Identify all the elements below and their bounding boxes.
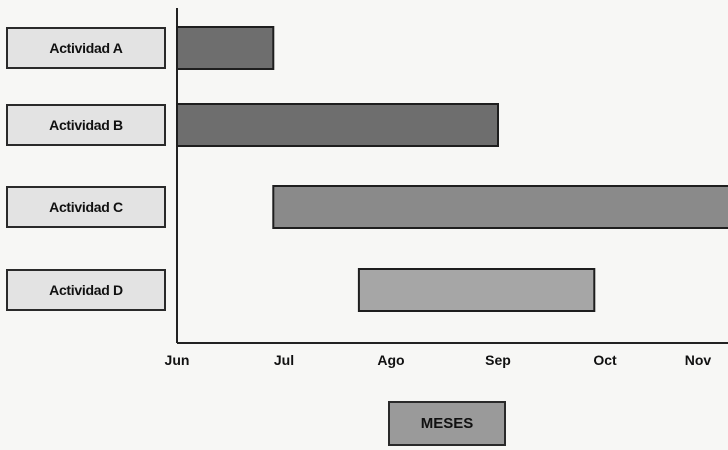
- x-axis-label: MESES: [388, 401, 506, 446]
- x-tick-label: Oct: [593, 352, 617, 368]
- x-tick-label: Nov: [684, 352, 712, 368]
- x-tick-label: Ago: [377, 352, 405, 368]
- x-tick-label: Sep: [485, 352, 511, 368]
- bar-actividad-b: [176, 103, 499, 147]
- bar-actividad-c: [272, 185, 728, 229]
- task-label-actividad-c: Actividad C: [6, 186, 166, 228]
- task-label-actividad-d: Actividad D: [6, 269, 166, 311]
- task-label-actividad-b: Actividad B: [6, 104, 166, 146]
- task-label-actividad-a: Actividad A: [6, 27, 166, 69]
- x-tick-label: Jul: [273, 352, 295, 368]
- x-tick-label: Jun: [164, 352, 190, 368]
- bar-actividad-a: [176, 26, 275, 70]
- bar-actividad-d: [357, 268, 596, 312]
